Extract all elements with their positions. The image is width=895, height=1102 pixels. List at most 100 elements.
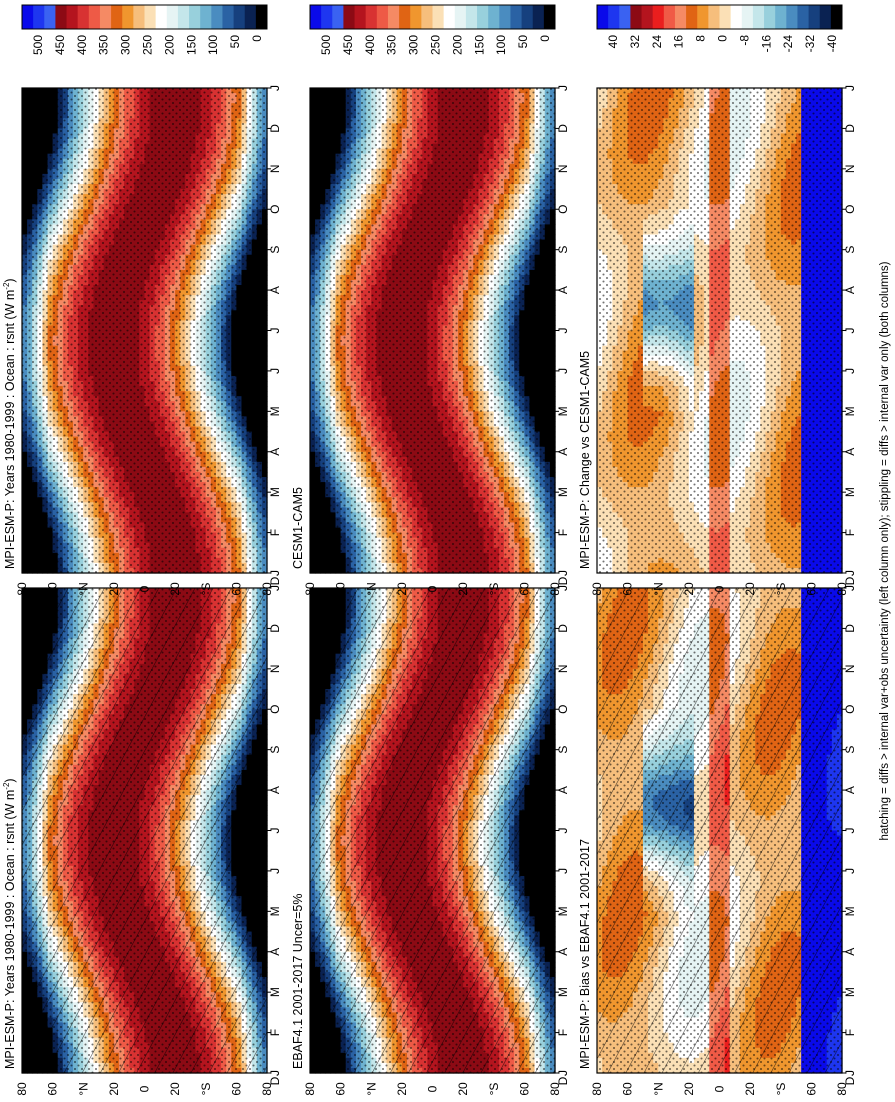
y-tick-label: °N <box>364 1082 378 1095</box>
y-tick-label: 80 <box>590 582 604 596</box>
panel-title: MPI-ESM-P: Years 1980-1999 : Ocean : rsn… <box>2 278 17 569</box>
colorbar-swatch <box>55 5 68 29</box>
x-tick-label: A <box>843 448 857 456</box>
stippling-overlay <box>22 88 267 573</box>
colorbar-swatch <box>410 5 422 29</box>
colorbar-swatch <box>77 5 90 29</box>
colorbar-swatch <box>133 5 145 29</box>
colorbar-swatch <box>830 5 843 29</box>
x-tick-label: O <box>843 705 857 714</box>
colorbar-swatch <box>741 5 754 29</box>
colorbar-swatch <box>532 5 545 29</box>
colorbar-swatch <box>786 5 798 29</box>
y-tick-label: 60 <box>229 1082 243 1096</box>
y-tick-label: °N <box>76 1082 90 1095</box>
x-tick-label: M <box>843 406 857 416</box>
x-tick-label: J <box>556 828 570 834</box>
x-tick-label: A <box>556 286 570 294</box>
x-tick-label: M <box>556 987 570 997</box>
colorbar-tick-label: 40 <box>606 35 620 49</box>
colorbar-swatch <box>510 5 523 29</box>
hatching-overlay <box>597 588 842 1073</box>
colorbar-tick-label: 32 <box>628 35 642 49</box>
x-tick-label: J <box>268 85 282 91</box>
y-tick-label: °N <box>651 1082 665 1095</box>
x-tick-label: O <box>268 205 282 214</box>
y-tick-label: 60 <box>46 582 60 596</box>
x-tick-label: M <box>268 406 282 416</box>
colorbar-swatch <box>630 5 643 29</box>
y-tick-label: 20 <box>743 582 757 596</box>
x-tick-label: O <box>268 705 282 714</box>
panel-title: EBAF4.1 2001-2017 Uncer=5% <box>291 894 305 1069</box>
panel-title: MPI-ESM-P: Change vs CESM1-CAM5 <box>578 351 592 569</box>
x-tick-label: M <box>268 487 282 497</box>
x-tick-label: J <box>556 368 570 374</box>
colorbar-tick-label: 250 <box>141 35 155 55</box>
colorbar-swatch <box>719 5 732 29</box>
colorbar-swatch <box>66 5 79 29</box>
colorbar-frame <box>596 4 843 30</box>
y-tick-label: 60 <box>621 1082 635 1096</box>
colorbar-swatch <box>808 5 821 29</box>
x-tick-label: D <box>556 124 570 133</box>
title-close: ) <box>3 278 17 282</box>
y-tick-label: 20 <box>107 1082 121 1096</box>
y-tick-label: 0 <box>426 1085 440 1092</box>
x-tick-label: D <box>843 624 857 633</box>
colorbar-tick-label: 450 <box>341 35 355 55</box>
colorbar-swatch <box>211 5 223 29</box>
y-tick-label: 60 <box>517 582 531 596</box>
y-tick-label: 80 <box>260 1082 274 1096</box>
colorbar-swatch <box>22 5 34 29</box>
colorbar-swatch <box>99 5 112 29</box>
y-tick-label: °S <box>199 583 213 596</box>
y-tick-label: 60 <box>804 1082 818 1096</box>
colorbar-swatch <box>608 5 620 29</box>
colorbar-tick-label: 300 <box>407 35 421 55</box>
x-tick-label: J <box>556 868 570 874</box>
colorbar-tick-label: -40 <box>825 35 839 53</box>
x-tick-label: F <box>843 1029 857 1036</box>
y-end-label: D <box>843 1076 857 1085</box>
x-tick-label: S <box>556 246 570 254</box>
colorbar-tick-label: 0 <box>716 35 730 42</box>
x-tick-label: M <box>268 906 282 916</box>
x-tick-label: M <box>268 987 282 997</box>
colorbar-swatch <box>674 5 687 29</box>
footnote: hatching = diffs > internal var+obs unce… <box>879 261 891 840</box>
colorbar-swatch <box>697 5 709 29</box>
colorbar-swatch <box>189 5 201 29</box>
colorbar-tick-label: -24 <box>781 35 795 53</box>
colorbar-swatch <box>454 5 467 29</box>
colorbar-swatch <box>166 5 179 29</box>
colorbar-swatch <box>343 5 356 29</box>
stippling-overlay <box>310 88 555 573</box>
colorbar-swatch <box>354 5 367 29</box>
colorbar-swatch <box>730 5 743 29</box>
colorbar-swatch <box>44 5 56 29</box>
x-tick-label: S <box>556 746 570 754</box>
colorbar-tick-label: -16 <box>759 35 773 53</box>
colorbar-swatch <box>177 5 190 29</box>
y-tick-label: °S <box>487 1083 501 1096</box>
x-tick-label: J <box>843 368 857 374</box>
title-close: ) <box>3 778 17 782</box>
colorbar-swatch <box>111 5 123 29</box>
colorbar-swatch <box>421 5 433 29</box>
x-tick-label: A <box>843 286 857 294</box>
colorbar-swatch <box>144 5 157 29</box>
y-tick-label: 20 <box>395 582 409 596</box>
panel-title: MPI-ESM-P: Bias vs EBAF4.1 2001-2017 <box>578 839 592 1069</box>
x-tick-label: S <box>268 246 282 254</box>
x-tick-label: M <box>556 487 570 497</box>
colorbar-tick-label: 0 <box>250 35 264 42</box>
colorbar: 40 32 24 16 8 0 -8 -16 -24 -32 -40 <box>596 4 843 53</box>
y-tick-label: 20 <box>395 1082 409 1096</box>
x-tick-label: J <box>556 1070 570 1076</box>
y-end-label: D <box>843 576 857 585</box>
y-tick-label: 20 <box>107 582 121 596</box>
